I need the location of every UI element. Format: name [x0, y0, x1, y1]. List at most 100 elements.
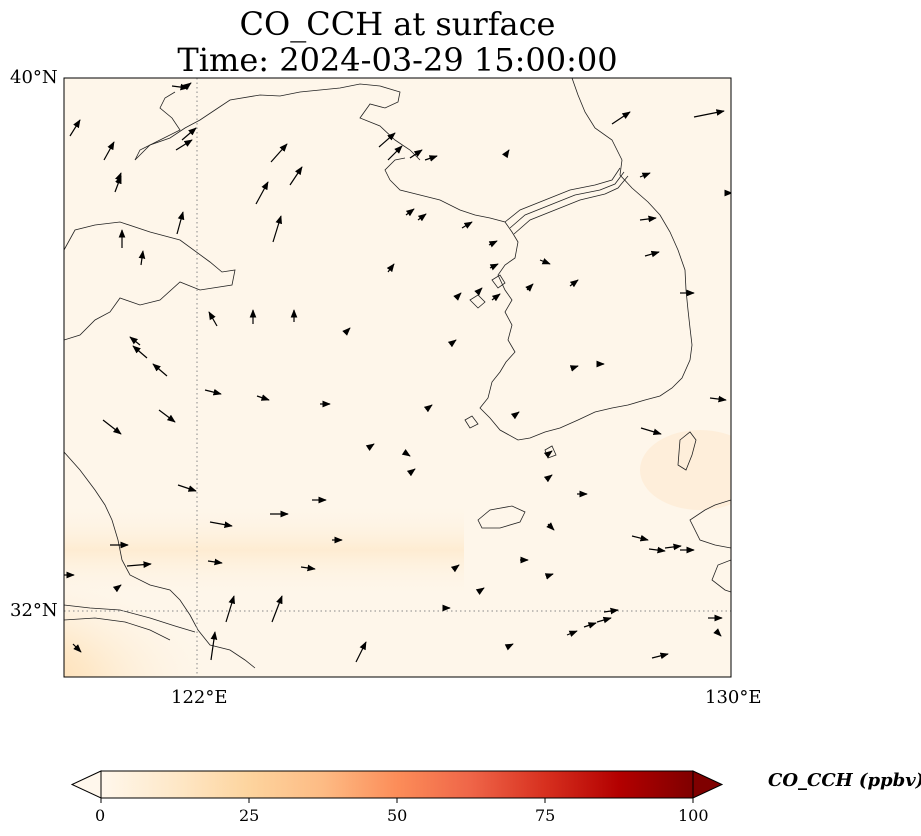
wind-arrow [709, 395, 727, 403]
wind-arrow [386, 263, 395, 273]
wind-arrow [648, 546, 666, 554]
colorbar-extend-max [692, 770, 724, 799]
colorbar-tick-50: 50 [387, 806, 408, 825]
colorbar-tick-25: 25 [239, 806, 260, 825]
wind-arrow [569, 279, 579, 288]
wind-arrow [491, 293, 501, 302]
wind-vectors [64, 82, 731, 663]
map-title-line1: CO_CCH at surface [239, 5, 556, 43]
wind-arrow [69, 119, 81, 137]
wind-arrow [171, 83, 189, 91]
map-frame [63, 77, 732, 678]
wind-arrow [475, 587, 485, 595]
wind-arrow [510, 411, 520, 420]
graticule [64, 78, 731, 677]
wind-arrow [255, 181, 269, 205]
wind-arrow [158, 409, 176, 423]
wind-arrow [256, 394, 270, 401]
wind-arrow [209, 521, 233, 528]
wind-arrow [126, 561, 152, 568]
colorbar-extend-min [70, 770, 102, 799]
wind-arrow [664, 543, 682, 551]
wind-arrow [546, 522, 555, 531]
lon-label-130: 130°E [705, 687, 762, 708]
wind-arrow [693, 109, 725, 118]
wind-arrow [289, 166, 303, 186]
wind-arrow [489, 263, 499, 271]
wind-arrow [387, 145, 403, 161]
wind-arrow [417, 213, 427, 222]
colorbar-gradient [101, 771, 693, 798]
wind-arrow [175, 139, 193, 151]
wind-arrow [365, 443, 375, 451]
wind-arrow [102, 419, 122, 435]
wind-arrow [543, 450, 553, 459]
wind-arrow [406, 468, 416, 477]
wind-arrow [401, 449, 411, 457]
wind-arrow [651, 652, 669, 660]
wind-arrow [176, 211, 185, 235]
colorbar-tick-100: 100 [678, 806, 709, 825]
wind-arrow [525, 283, 534, 292]
wind-arrow [423, 404, 433, 413]
wind-arrow [181, 127, 197, 141]
wind-arrow [152, 363, 168, 377]
wind-arrow [204, 388, 222, 396]
wind-arrow [447, 339, 457, 348]
wind-arrow [208, 311, 218, 327]
wind-arrow [713, 628, 722, 637]
co-patch-east [640, 430, 731, 510]
wind-arrow [596, 616, 612, 624]
wind-arrow [129, 336, 141, 346]
colorbar-tick-0: 0 [95, 806, 106, 825]
wind-arrow [378, 132, 396, 148]
co-plume-band [64, 500, 464, 600]
wind-arrow [270, 143, 288, 163]
wind-arrow [424, 155, 438, 162]
wind-arrow [112, 584, 122, 593]
wind-arrow [543, 474, 553, 483]
wind-arrow [639, 215, 657, 223]
coastlines [64, 78, 731, 669]
wind-arrow [453, 292, 462, 301]
wind-arrow [644, 250, 660, 258]
wind-arrow [566, 630, 578, 637]
lon-label-122: 122°E [171, 687, 228, 708]
map-title-line2: Time: 2024-03-29 15:00:00 [177, 41, 618, 79]
wind-arrow [544, 573, 554, 580]
lat-label-40: 40°N [10, 67, 58, 88]
wind-arrow [504, 643, 514, 651]
colorbar [70, 770, 724, 803]
wind-arrow [488, 240, 498, 248]
wind-arrow [72, 643, 82, 653]
wind-arrow [539, 258, 551, 265]
wind-arrow [639, 172, 651, 179]
wind-arrow [271, 595, 283, 623]
wind-arrow [342, 327, 351, 336]
wind-arrow [177, 484, 197, 492]
wind-arrow [138, 250, 146, 266]
wind-arrow [583, 622, 597, 629]
wind-arrow [405, 208, 415, 217]
colorbar-label: CO_CCH (ppbv) [768, 770, 921, 791]
wind-arrow [207, 558, 223, 566]
wind-arrow [272, 215, 282, 243]
wind-arrow [103, 141, 115, 161]
wind-arrow [409, 149, 423, 159]
wind-arrow [603, 607, 619, 615]
colorbar-tick-75: 75 [535, 806, 556, 825]
wind-arrow [300, 564, 316, 572]
wind-arrow [569, 365, 579, 372]
lat-label-32: 32°N [10, 600, 58, 621]
wind-arrow [640, 427, 662, 436]
wind-arrow [450, 564, 460, 573]
wind-arrow [474, 287, 483, 296]
wind-arrow [115, 172, 122, 184]
wind-arrow [355, 641, 367, 663]
wind-arrow [461, 221, 473, 229]
wind-arrow [611, 111, 631, 125]
wind-arrow [502, 149, 510, 159]
map-panel [64, 78, 731, 677]
wind-arrow [132, 345, 148, 359]
